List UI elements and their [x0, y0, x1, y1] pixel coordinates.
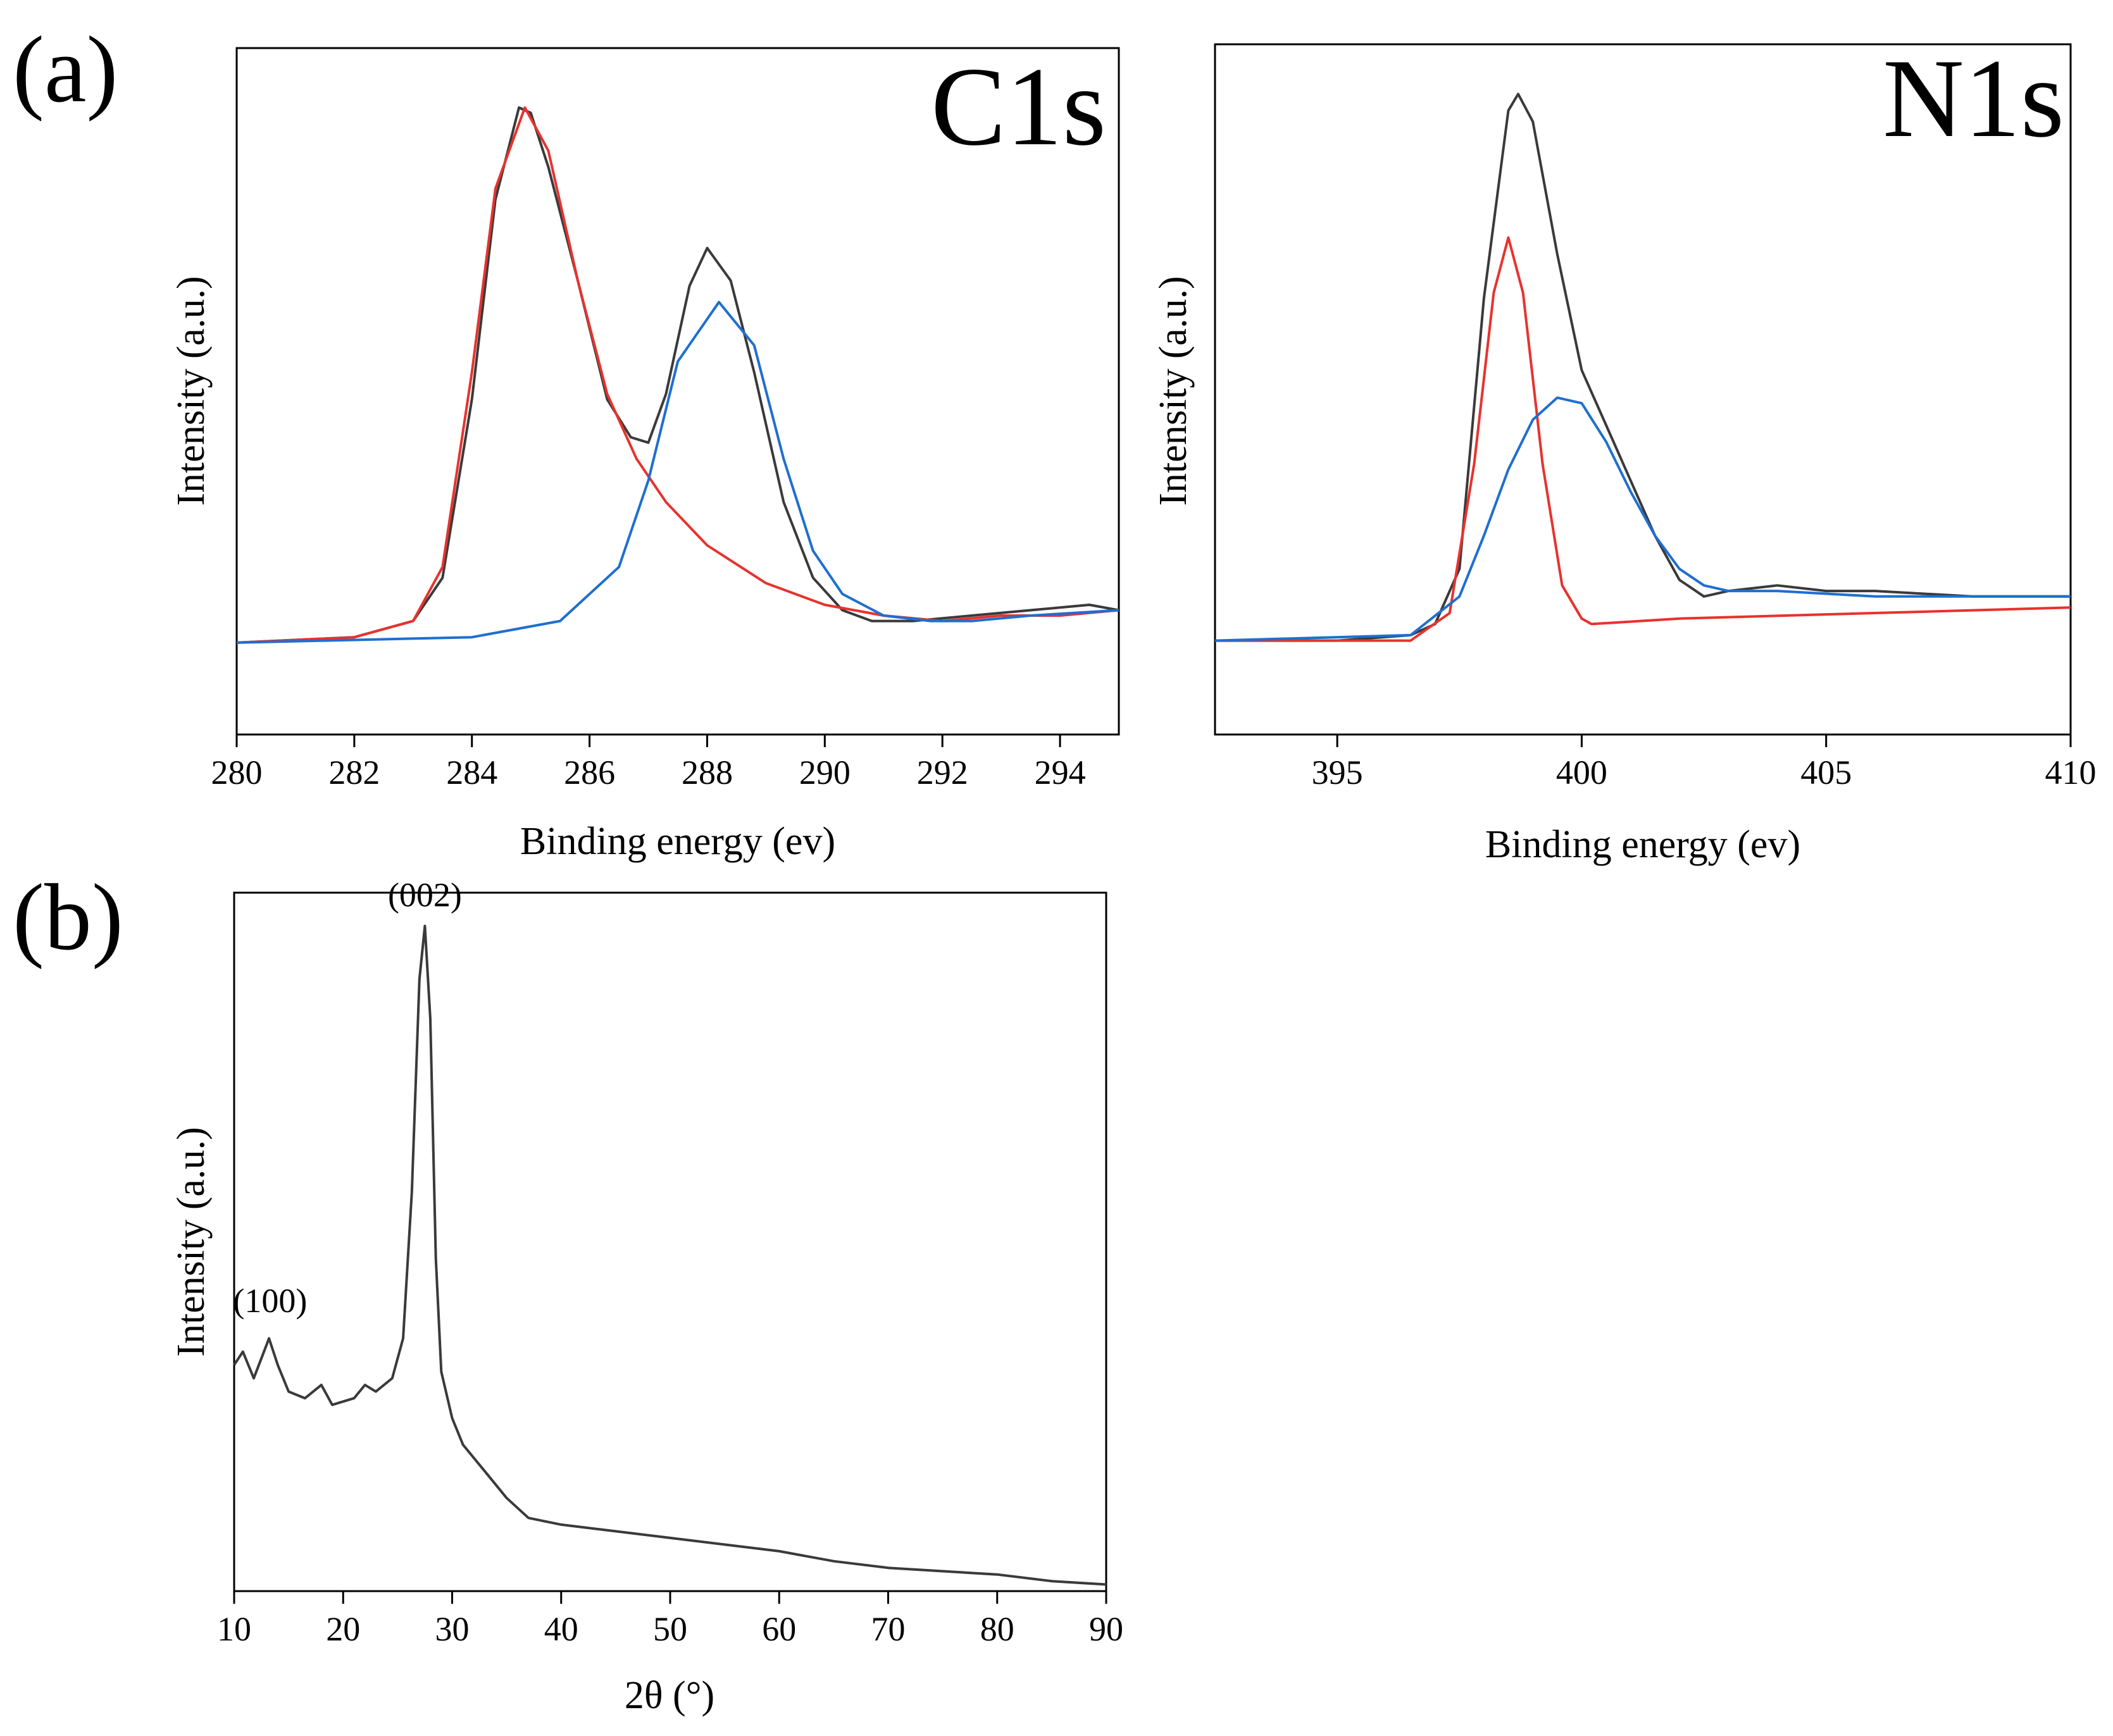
n1s-ticks: 395 400 405 410 [1312, 735, 2097, 791]
xrd-x-tick-label: 60 [762, 1610, 796, 1648]
n1s-x-tick-label: 400 [1556, 753, 1607, 791]
xrd-x-tick-label: 70 [871, 1610, 906, 1648]
c1s-x-tick-label: 288 [682, 753, 733, 791]
c1s-x-tick-label: 292 [917, 753, 968, 791]
n1s-series-fit-red [1215, 236, 2071, 642]
xrd-annotations: (002) (100) [233, 876, 462, 1320]
n1s-chart: N1s Binding energy (ev) Intensity (a.u.)… [1152, 35, 2097, 866]
c1s-ticks: 280 282 284 286 288 290 292 294 [211, 735, 1086, 791]
xrd-series-raw [233, 924, 1107, 1586]
n1s-series [1214, 92, 2071, 642]
panel-label-b: (b) [13, 865, 123, 970]
c1s-x-tick-label: 286 [564, 753, 615, 791]
xrd-y-axis-label: Intensity (a.u.) [170, 1127, 213, 1356]
c1s-series [236, 106, 1119, 644]
xrd-series [233, 924, 1107, 1586]
c1s-plot-frame [235, 47, 1120, 736]
n1s-x-axis-label: Binding energy (ev) [1485, 823, 1800, 866]
c1s-corner-label: C1s [931, 44, 1106, 169]
xrd-x-tick-label: 10 [217, 1610, 251, 1648]
xrd-x-tick-label: 20 [326, 1610, 360, 1648]
n1s-x-tick-label: 395 [1312, 753, 1363, 791]
n1s-corner-label: N1s [1883, 35, 2064, 161]
c1s-chart: C1s Binding energy (ev) Intensity (a.u.)… [170, 44, 1120, 863]
c1s-series-fit-blue [236, 301, 1119, 644]
xrd-peak-annotation: (002) [388, 876, 462, 914]
n1s-series-fit-blue [1214, 396, 2071, 642]
xrd-chart: 2θ (°) Intensity (a.u.) 10 20 30 40 50 60 70 80… [170, 876, 1123, 1717]
c1s-x-tick-label: 290 [799, 753, 851, 791]
xrd-x-tick-label: 50 [653, 1610, 687, 1648]
c1s-series-fit-red [236, 106, 1119, 644]
xrd-x-tick-label: 40 [544, 1610, 578, 1648]
xrd-peak-annotation: (100) [233, 1282, 307, 1320]
xrd-ticks: 10 20 30 40 50 60 70 80 90 [217, 1591, 1123, 1648]
xrd-x-tick-label: 80 [980, 1610, 1014, 1648]
n1s-y-axis-label: Intensity (a.u.) [1152, 276, 1195, 505]
xrd-x-tick-label: 90 [1089, 1610, 1123, 1648]
n1s-series-raw [1215, 92, 2071, 642]
n1s-x-tick-label: 410 [2045, 753, 2097, 791]
n1s-plot-frame [1214, 43, 2072, 736]
c1s-x-tick-label: 284 [446, 753, 497, 791]
xrd-x-axis-label: 2θ (°) [625, 1674, 714, 1717]
c1s-y-axis-label: Intensity (a.u.) [170, 276, 213, 505]
c1s-x-tick-label: 280 [211, 753, 263, 791]
c1s-series-raw [236, 106, 1119, 644]
c1s-x-tick-label: 282 [328, 753, 380, 791]
xrd-plot-frame [233, 891, 1107, 1592]
n1s-x-tick-label: 405 [1800, 753, 1852, 791]
c1s-x-tick-label: 294 [1035, 753, 1086, 791]
xrd-x-tick-label: 30 [435, 1610, 470, 1648]
c1s-x-axis-label: Binding energy (ev) [520, 820, 835, 863]
panel-label-a: (a) [13, 17, 118, 122]
